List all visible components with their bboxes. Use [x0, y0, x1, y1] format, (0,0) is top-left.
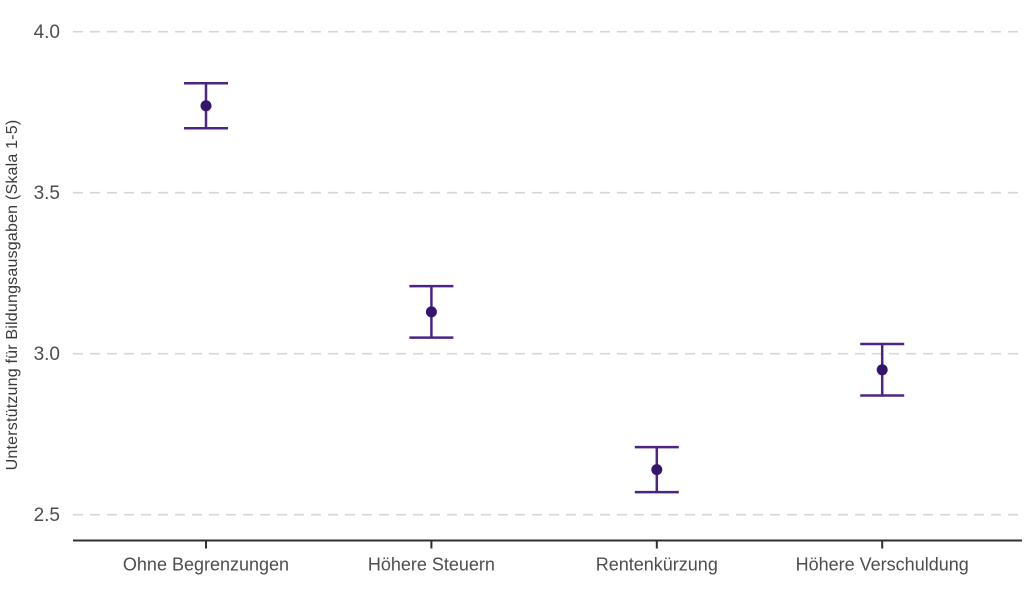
y-tick-label: 2.5 [34, 505, 60, 526]
x-category-label: Ohne Begrenzungen [123, 555, 289, 575]
y-tick-label: 3.5 [34, 183, 60, 204]
point-estimate [425, 306, 437, 318]
x-category-label: Höhere Verschuldung [796, 555, 969, 575]
x-category-label: Rentenkürzung [596, 555, 718, 575]
x-category-label: Höhere Steuern [368, 555, 495, 575]
y-tick-label: 3.0 [34, 344, 60, 365]
point-estimate [651, 464, 663, 476]
y-tick-label: 4.0 [34, 22, 60, 43]
point-estimate [876, 364, 888, 376]
point-estimate [200, 100, 212, 112]
